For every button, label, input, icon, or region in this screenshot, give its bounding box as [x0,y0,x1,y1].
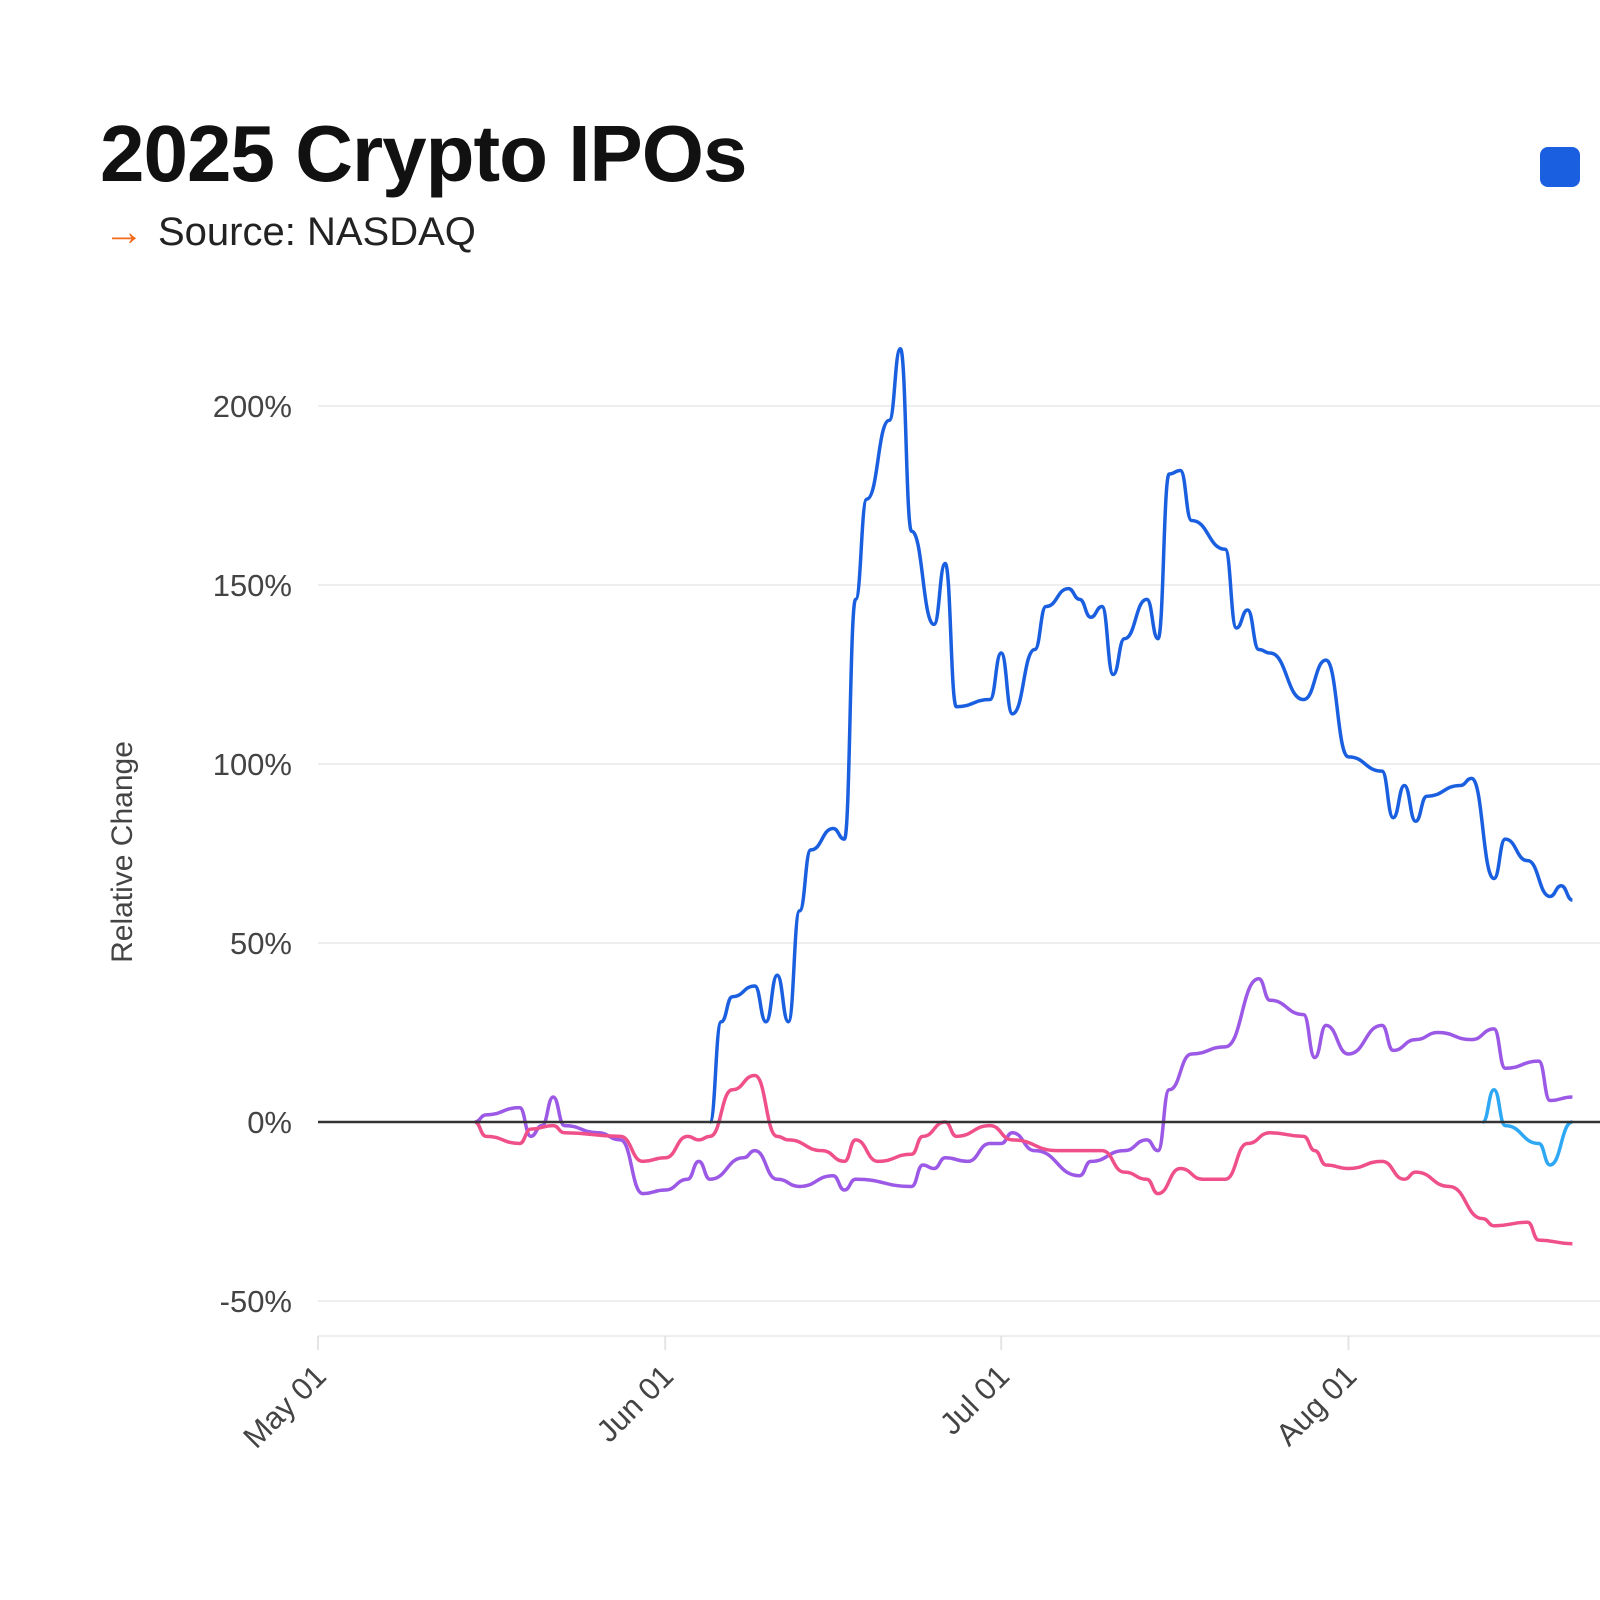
chart-subtitle: → Source: NASDAQ [104,210,476,255]
x-tick-label: May 01 [236,1358,333,1455]
source-text: Source: NASDAQ [158,210,476,254]
y-axis-label: Relative Change [106,741,139,963]
x-tick-label: Jun 01 [590,1358,681,1449]
x-tick-label: Jul 01 [933,1358,1016,1441]
y-tick-label: 150% [213,568,292,603]
chart-title: 2025 Crypto IPOs [100,109,747,198]
series-line-1 [708,346,1573,1124]
y-tick-label: 0% [247,1105,292,1140]
x-tick-label: Aug 01 [1269,1358,1363,1452]
series-line-3 [474,1073,1573,1246]
legend-swatch[interactable] [1540,147,1580,187]
y-tick-label: 200% [213,389,292,424]
y-tick-label: -50% [220,1284,292,1319]
y-tick-label: 100% [213,747,292,782]
arrow-right-icon: → [104,210,144,254]
series-line-2 [474,977,1573,1196]
y-tick-label: 50% [230,926,292,961]
series-line-4 [1481,1088,1574,1167]
